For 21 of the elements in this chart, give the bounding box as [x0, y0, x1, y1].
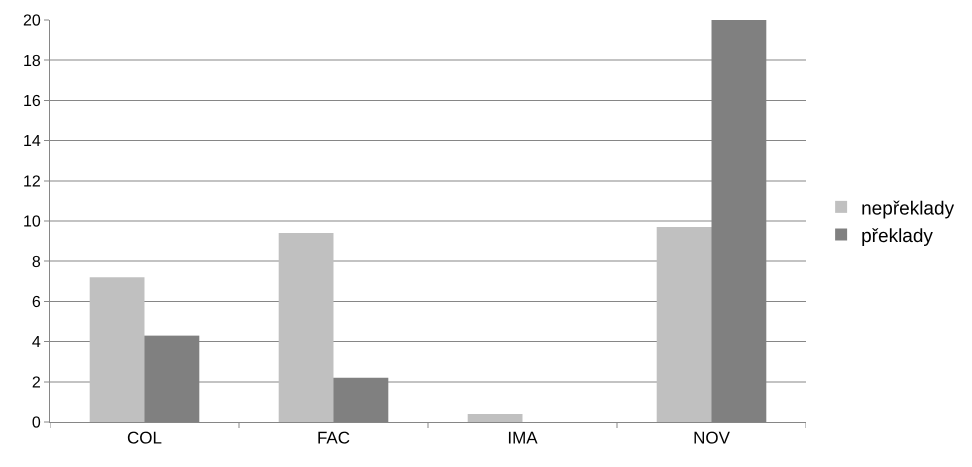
y-tick-label: 14: [23, 133, 41, 150]
bar: [468, 414, 522, 422]
y-tick-label: 12: [23, 173, 41, 190]
y-tick-label: 4: [32, 334, 41, 352]
y-tick-label: 20: [23, 12, 41, 30]
x-tick-label: FAC: [316, 428, 350, 448]
bar: [90, 277, 144, 422]
y-tick-label: 16: [23, 93, 41, 110]
y-tick-label: 6: [32, 294, 41, 311]
bar: [656, 227, 712, 422]
x-tick-label: IMA: [507, 428, 538, 448]
y-tick-label: 2: [32, 374, 41, 392]
bar: [278, 233, 334, 422]
legend-label: nepřeklady: [861, 198, 955, 220]
y-tick-label: 18: [23, 52, 41, 70]
y-tick-label: 0: [32, 414, 41, 432]
x-tick-label: NOV: [693, 428, 731, 448]
legend-label: překlady: [861, 226, 934, 247]
y-tick-label: 10: [23, 214, 41, 231]
x-tick-label: COL: [127, 428, 162, 448]
y-tick-label: 8: [32, 254, 41, 271]
